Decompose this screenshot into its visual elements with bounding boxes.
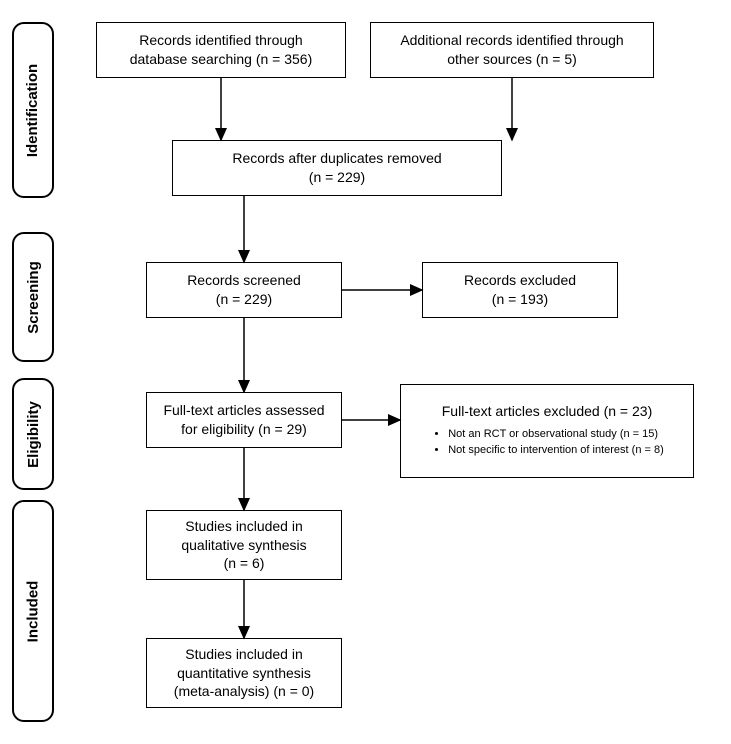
stage-included-text: Included — [25, 580, 42, 642]
stage-identification-text: Identification — [25, 63, 42, 156]
stage-identification: Identification — [12, 22, 54, 198]
text: (n = 193) — [492, 290, 548, 309]
text: (n = 229) — [216, 290, 272, 309]
box-excluded-screen: Records excluded (n = 193) — [422, 262, 618, 318]
exclusion-reasons: Not an RCT or observational study (n = 1… — [430, 427, 664, 461]
text: (n = 229) — [309, 168, 365, 187]
text: Records after duplicates removed — [232, 149, 441, 168]
text: Records excluded — [464, 271, 576, 290]
stage-eligibility-text: Eligibility — [25, 401, 42, 468]
box-quantitative: Studies included in quantitative synthes… — [146, 638, 342, 708]
stage-included: Included — [12, 500, 54, 722]
reason-item: Not an RCT or observational study (n = 1… — [448, 427, 664, 442]
box-screened: Records screened (n = 229) — [146, 262, 342, 318]
box-after-duplicates: Records after duplicates removed (n = 22… — [172, 140, 502, 196]
stage-eligibility: Eligibility — [12, 378, 54, 490]
text: database searching (n = 356) — [130, 50, 313, 69]
reason-item: Not specific to intervention of interest… — [448, 443, 664, 458]
text: Studies included in — [185, 645, 303, 664]
text: (meta-analysis) (n = 0) — [174, 682, 314, 701]
box-qualitative: Studies included in qualitative synthesi… — [146, 510, 342, 580]
text: Records identified through — [139, 31, 302, 50]
text: Records screened — [187, 271, 301, 290]
text: Full-text articles excluded (n = 23) — [442, 402, 652, 421]
text: (n = 6) — [224, 554, 265, 573]
text: qualitative synthesis — [181, 536, 306, 555]
stage-screening: Screening — [12, 232, 54, 362]
text: other sources (n = 5) — [447, 50, 577, 69]
box-other-sources: Additional records identified through ot… — [370, 22, 654, 78]
box-db-search: Records identified through database sear… — [96, 22, 346, 78]
text: Studies included in — [185, 517, 303, 536]
text: Full-text articles assessed — [163, 401, 324, 420]
flow-arrows — [0, 0, 731, 744]
text: Additional records identified through — [400, 31, 623, 50]
text: quantitative synthesis — [177, 664, 311, 683]
text: for eligibility (n = 29) — [181, 420, 307, 439]
box-fulltext: Full-text articles assessed for eligibil… — [146, 392, 342, 448]
stage-screening-text: Screening — [25, 261, 42, 334]
box-fulltext-excluded: Full-text articles excluded (n = 23) Not… — [400, 384, 694, 478]
